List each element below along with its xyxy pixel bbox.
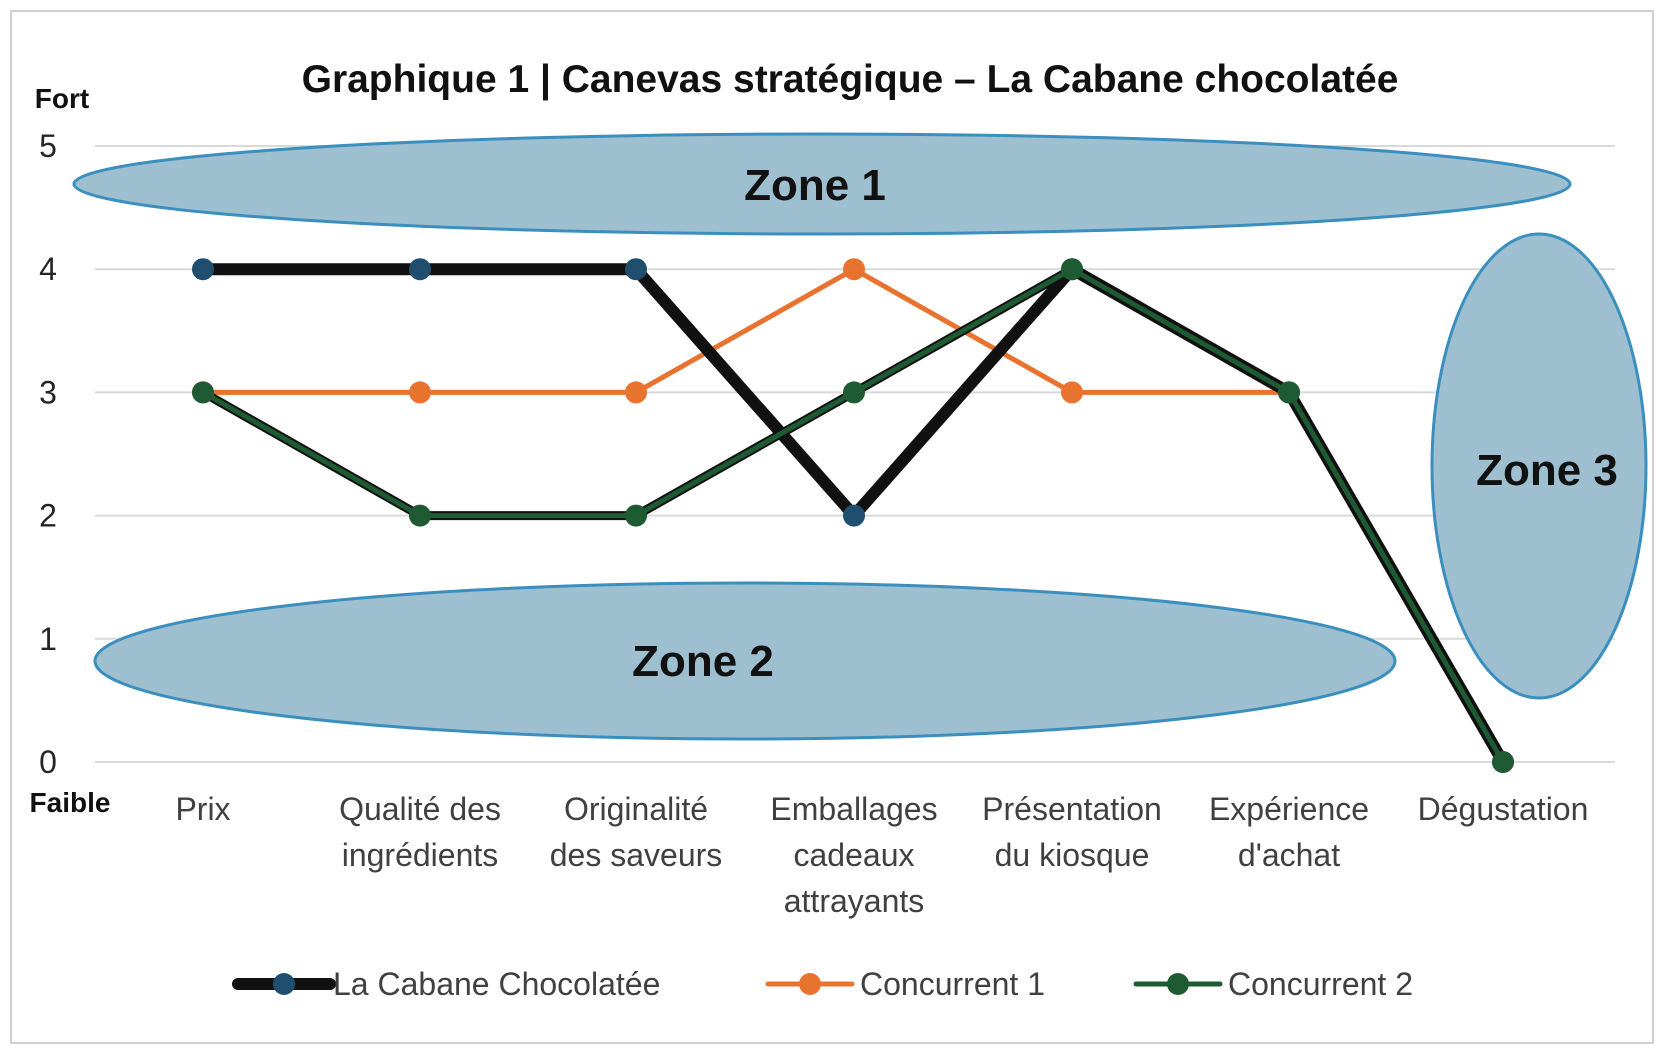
- series-1-point: [625, 381, 647, 404]
- x-category-label: Prix: [175, 791, 230, 827]
- chart-title: Graphique 1 | Canevas stratégique – La C…: [302, 58, 1399, 101]
- legend-marker-2: [1167, 973, 1189, 995]
- zone-3-label: Zone 3: [1476, 446, 1618, 495]
- series-1-point: [409, 381, 431, 404]
- zones: Zone 1 Zone 2 Zone 3: [72, 132, 1648, 741]
- legend-label-1: Concurrent 1: [860, 966, 1045, 1002]
- y-tick-2: 2: [39, 498, 57, 534]
- series-2-point: [1061, 258, 1083, 281]
- zone-1-ellipse: [72, 132, 1572, 236]
- zone-2-label: Zone 2: [632, 637, 774, 686]
- y-tick-5: 5: [39, 128, 57, 164]
- x-category-label: Expérience d'achat: [1209, 791, 1369, 873]
- zone-3-ellipse: [1430, 232, 1648, 700]
- series-line-1: [203, 266, 1289, 395]
- series-0-point: [843, 504, 865, 527]
- y-tick-1: 1: [39, 621, 57, 657]
- series-0-point: [409, 258, 431, 281]
- zone-2-ellipse: [93, 581, 1397, 741]
- x-category-label: Originalité des saveurs: [550, 791, 723, 873]
- legend-label-0: La Cabane Chocolatée: [333, 966, 660, 1002]
- legend-marker-0: [273, 973, 295, 995]
- y-tick-4: 4: [39, 251, 57, 287]
- x-category-label: Qualité des ingrédients: [339, 791, 501, 873]
- series-2-point: [409, 504, 431, 527]
- zone-1-label: Zone 1: [744, 161, 886, 210]
- series-0-point: [192, 258, 214, 281]
- legend-label-2: Concurrent 2: [1228, 966, 1413, 1002]
- series-1-point: [1061, 381, 1083, 404]
- y-axis-ticks: 0 1 2 3 4 5: [39, 128, 57, 780]
- x-axis-categories: Prix Qualité des ingrédients Originalité des…: [175, 791, 1588, 919]
- series-2-point: [1278, 381, 1300, 404]
- legend: La Cabane Chocolatée Concurrent 1 Concurre…: [232, 966, 1413, 1002]
- series-2-point: [1492, 751, 1514, 773]
- series-2-point: [192, 381, 214, 404]
- series-0-point: [625, 258, 647, 281]
- series-lines: [192, 258, 1514, 773]
- legend-marker-1: [799, 973, 821, 995]
- series-2-point: [625, 504, 647, 527]
- y-axis-label-weak: Faible: [30, 787, 111, 818]
- x-category-label: Dégustation: [1418, 791, 1589, 827]
- series-2-point: [843, 381, 865, 404]
- x-category-label: Emballages cadeaux attrayants: [770, 791, 937, 919]
- y-tick-3: 3: [39, 374, 57, 410]
- y-axis-label-strong: Fort: [35, 83, 89, 114]
- x-category-label: Présentation du kiosque: [982, 791, 1162, 873]
- y-tick-0: 0: [39, 744, 57, 780]
- series-1-point: [843, 258, 865, 281]
